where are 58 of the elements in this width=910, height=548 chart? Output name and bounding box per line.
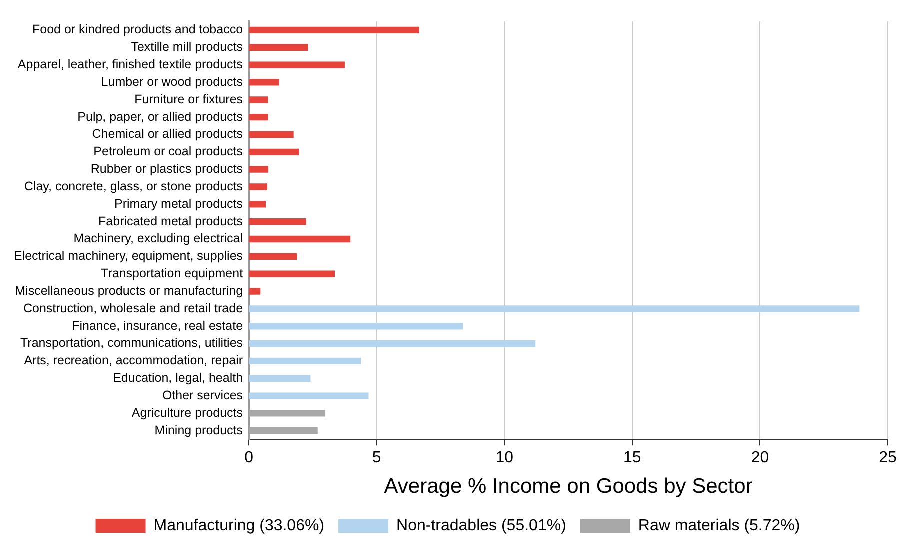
y-tick-label: Chemical or allied products <box>92 127 244 142</box>
y-tick-label: Other services <box>162 388 244 402</box>
bar <box>249 392 369 400</box>
y-tick-label: Finance, insurance, real estate <box>72 318 244 333</box>
y-tick-label: Arts, recreation, accommodation, repair <box>24 354 244 368</box>
y-tick-label: Furniture or fixtures <box>134 92 244 106</box>
y-tick-label: Construction, wholesale and retail trade <box>23 301 244 316</box>
legend-label: Manufacturing (33.06%) <box>154 517 325 534</box>
bar <box>249 236 351 243</box>
legend-label: Non-tradables (55.01%) <box>396 517 566 534</box>
y-tick-label: Rubber or plastics products <box>90 162 244 176</box>
y-tick-label: Clay, concrete, glass, or stone products <box>24 179 244 194</box>
y-tick-label: Electrical machinery, equipment, supplies <box>14 249 244 264</box>
y-tick-label: Mining products <box>154 423 244 438</box>
x-tick-label: 10 <box>496 450 514 467</box>
bar <box>249 184 268 190</box>
bar <box>249 253 298 260</box>
x-axis-title: Average % Income on Goods by Sector <box>384 475 753 498</box>
y-tick-label: Transportation equipment <box>101 266 244 281</box>
bar <box>249 358 362 365</box>
x-tick-label: 15 <box>624 450 642 467</box>
bar <box>249 218 306 226</box>
x-tick-label: 5 <box>372 450 382 467</box>
y-tick-label: Lumber or wood products <box>101 74 244 89</box>
y-tick-label: Fabricated metal products <box>98 214 244 228</box>
bar <box>249 148 300 156</box>
y-tick-label: Machinery, excluding electrical <box>74 232 244 246</box>
x-tick-label: 0 <box>244 450 254 467</box>
bar <box>249 201 266 208</box>
y-tick-label: Petroleum or coal products <box>94 144 244 159</box>
y-tick-label: Pulp, paper, or allied products <box>78 110 244 124</box>
bar <box>249 288 261 295</box>
bar <box>249 375 311 382</box>
bar <box>249 428 318 434</box>
bar <box>249 131 294 138</box>
bar <box>249 44 308 51</box>
bar <box>249 114 268 121</box>
bar <box>249 306 860 312</box>
y-tick-label: Textille mill products <box>131 40 244 54</box>
y-tick-label: Agriculture products <box>132 406 244 420</box>
bar <box>249 166 269 173</box>
bar <box>249 410 326 417</box>
bar <box>249 62 345 68</box>
x-tick-label: 25 <box>879 450 897 467</box>
legend-label: Raw materials (5.72%) <box>638 517 800 534</box>
y-tick-label: Transportation, communications, utilities <box>20 336 244 350</box>
y-tick-label: Apparel, leather, finished textile products <box>18 58 244 72</box>
bar <box>249 323 464 330</box>
y-tick-label: Food or kindred products and tobacco <box>32 22 244 37</box>
bar <box>249 270 335 278</box>
y-tick-label: Miscellaneous products or manufacturing <box>15 284 244 298</box>
bar <box>249 96 268 104</box>
y-tick-label: Primary metal products <box>114 196 244 211</box>
y-tick-label: Education, legal, health <box>113 371 244 386</box>
bar <box>249 79 280 86</box>
x-tick-label: 20 <box>751 450 770 467</box>
bar <box>249 26 420 34</box>
bar <box>249 340 536 348</box>
